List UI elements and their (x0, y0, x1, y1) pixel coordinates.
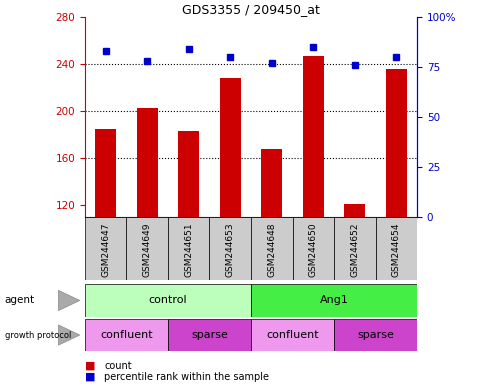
Text: Ang1: Ang1 (319, 295, 348, 306)
Bar (251, 217, 292, 280)
Bar (85, 319, 167, 351)
Text: agent: agent (5, 295, 35, 306)
Bar (375, 217, 416, 280)
Text: ■: ■ (85, 372, 95, 382)
Polygon shape (58, 325, 79, 345)
Bar (85, 284, 251, 317)
Bar (126, 217, 167, 280)
Bar (385, 69, 406, 217)
Text: control: control (148, 295, 187, 306)
Text: ■: ■ (85, 361, 95, 371)
Bar (251, 319, 333, 351)
Text: growth protocol: growth protocol (5, 331, 71, 339)
Bar (302, 56, 323, 217)
Text: GSM244653: GSM244653 (225, 222, 234, 276)
Bar (344, 204, 364, 217)
Bar (292, 217, 333, 280)
Text: GSM244654: GSM244654 (391, 222, 400, 276)
Bar (167, 319, 251, 351)
Bar (85, 217, 126, 280)
Text: count: count (104, 361, 132, 371)
Bar (95, 129, 116, 217)
Text: GSM244649: GSM244649 (142, 222, 151, 276)
Bar (209, 217, 251, 280)
Bar (178, 131, 198, 217)
Bar (333, 217, 375, 280)
Bar (219, 78, 240, 217)
Bar (261, 149, 282, 217)
Text: GSM244647: GSM244647 (101, 222, 110, 276)
Text: percentile rank within the sample: percentile rank within the sample (104, 372, 269, 382)
Bar (251, 284, 416, 317)
Polygon shape (58, 290, 79, 311)
Text: confluent: confluent (100, 330, 152, 340)
Text: sparse: sparse (191, 330, 227, 340)
Text: GSM244652: GSM244652 (349, 222, 359, 276)
Bar (136, 108, 157, 217)
Bar (333, 319, 416, 351)
Bar (167, 217, 209, 280)
Text: GSM244650: GSM244650 (308, 222, 317, 276)
Text: sparse: sparse (356, 330, 393, 340)
Text: GSM244651: GSM244651 (184, 222, 193, 276)
Text: confluent: confluent (266, 330, 318, 340)
Text: GSM244648: GSM244648 (267, 222, 276, 276)
Title: GDS3355 / 209450_at: GDS3355 / 209450_at (182, 3, 319, 16)
